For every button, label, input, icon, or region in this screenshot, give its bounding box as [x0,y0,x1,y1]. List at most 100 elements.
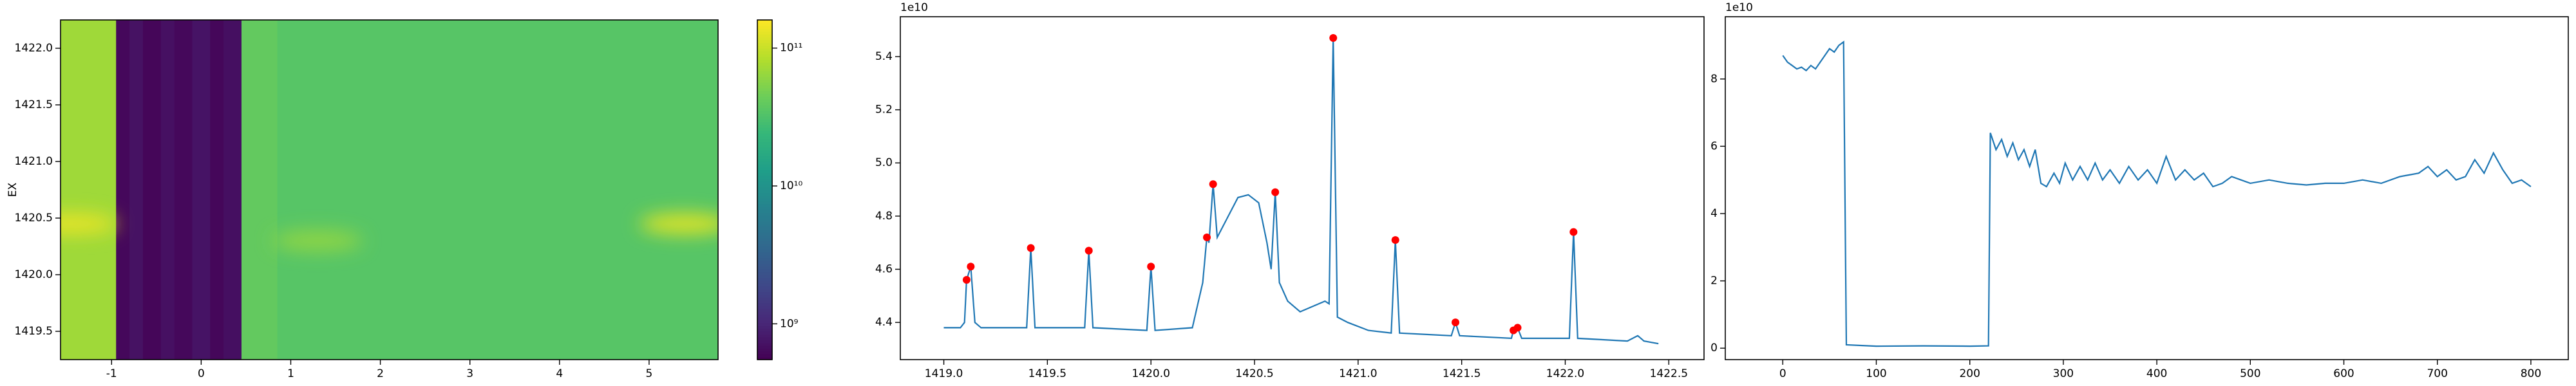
colorbar-cell [757,68,772,71]
colorbar-cell [757,156,772,160]
colorbar-cell [757,235,772,239]
colorbar-cell [757,218,772,221]
y-offset-label: 1e10 [900,1,928,14]
colorbar-cell [757,45,772,49]
colorbar-cell [757,31,772,35]
colorbar-cell [757,266,772,270]
peak-marker [1271,188,1280,196]
colorbar-cell [757,119,772,122]
colorbar-cell [757,308,772,312]
peak-marker [1513,324,1522,332]
x-tick-label: 2 [377,367,384,380]
peak-marker [1391,236,1399,244]
colorbar-cell [757,152,772,156]
x-tick-label: 300 [2053,367,2074,380]
colorbar-cell [757,345,772,349]
colorbar-cell [757,164,772,168]
colorbar-cell [757,167,772,170]
colorbar-cell [757,192,772,196]
colorbar-cell [757,306,772,309]
x-tick-label: 1420.5 [1235,367,1273,380]
y-tick-label: 2 [1710,275,1718,288]
colorbar-cell [757,314,772,318]
colorbar-cell [757,294,772,298]
y-tick-label: 5.2 [875,104,893,116]
colorbar-cell [757,289,772,292]
colorbar-cell [757,39,772,43]
colorbar-cell [757,105,772,108]
colorbar-cell [757,34,772,37]
x-tick-label: 800 [2521,367,2541,380]
colorbar-cell [757,25,772,29]
heatmap-band [129,20,144,360]
colorbar-cell [757,241,772,244]
colorbar-cell [757,243,772,247]
peak-marker [1452,318,1460,327]
heatmap-band [61,20,117,360]
colorbar-cell [757,320,772,324]
y-tick-label: 5.4 [875,50,893,63]
colorbar-cell [757,252,772,255]
x-tick-label: 1422.0 [1546,367,1584,380]
colorbar-cell [757,113,772,117]
colorbar-tick-label: 10¹⁰ [780,179,802,192]
heatmap-band [223,20,242,360]
colorbar-cell [757,28,772,32]
peak-marker [962,276,971,284]
line [943,38,1659,345]
colorbar-cell [757,150,772,154]
peak-marker [1147,262,1155,271]
colorbar-cell [757,303,772,306]
colorbar-cell [757,187,772,190]
heatmap-spot [272,230,363,252]
colorbar-cell [757,215,772,219]
colorbar-tick-label: 10¹¹ [780,42,802,55]
colorbar-cell [757,102,772,106]
colorbar-cell [757,271,772,275]
colorbar-cell [757,23,772,26]
colorbar-cell [757,257,772,261]
colorbar-cell [757,342,772,346]
colorbar-cell [757,37,772,41]
y-offset-label: 1e10 [1725,1,1753,14]
y-tick-label: 1420.0 [15,268,53,281]
colorbar-cell [757,354,772,358]
colorbar-cell [757,91,772,94]
colorbar-cell [757,322,772,326]
colorbar-cell [757,133,772,136]
colorbar-cell [757,73,772,77]
x-tick-label: 600 [2333,367,2354,380]
colorbar-cell [757,161,772,165]
colorbar-cell [757,178,772,182]
heatmap-band [116,20,130,360]
colorbar-cell [757,122,772,125]
y-tick-label: 4.8 [875,210,893,223]
colorbar-cell [757,275,772,278]
x-tick-label: 5 [645,367,652,380]
y-tick-label: 6 [1710,140,1718,152]
axes-frame [1725,16,2569,360]
x-tick-label: 1420.0 [1132,367,1170,380]
colorbar-cell [757,207,772,210]
heatmap-spot [61,213,117,234]
colorbar-cell [757,116,772,120]
y-axis-label: EX [6,182,19,197]
colorbar-cell [757,59,772,63]
heatmap-spot [639,213,718,234]
y-tick-label: 1422.0 [15,42,53,55]
colorbar-cell [757,142,772,145]
colorbar-cell [757,226,772,230]
colorbar-cell [757,261,772,264]
colorbar-cell [757,334,772,338]
peak-marker [1329,34,1338,42]
colorbar-cell [757,326,772,329]
colorbar-cell [757,65,772,69]
colorbar-cell [757,237,772,241]
colorbar-cell [757,93,772,97]
colorbar-cell [757,356,772,360]
colorbar-cell [757,77,772,80]
colorbar-cell [757,317,772,320]
colorbar-cell [757,246,772,250]
colorbar-cell [757,348,772,352]
